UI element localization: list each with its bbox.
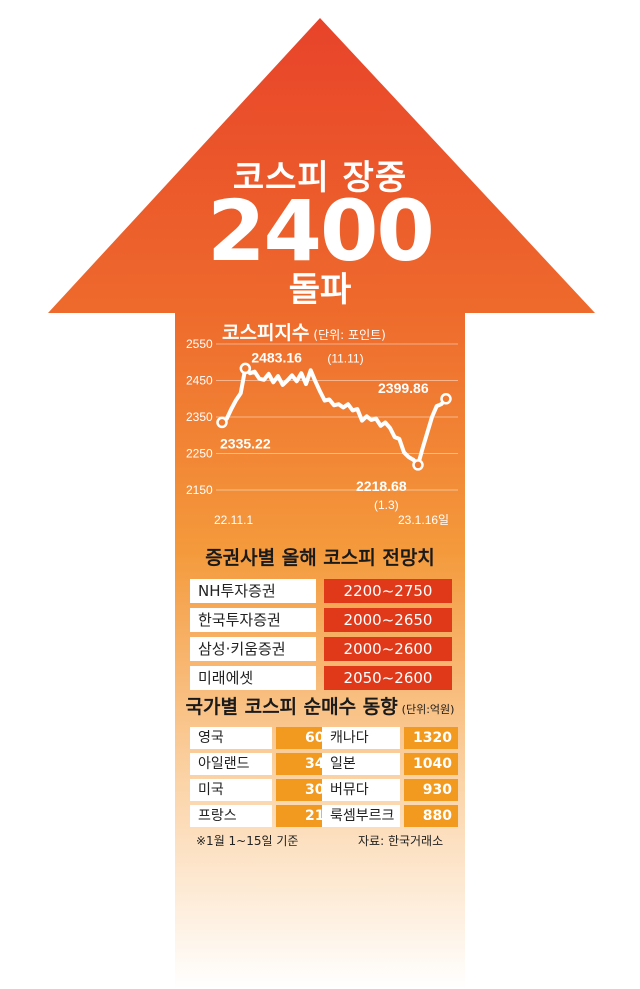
net-buying-row: 룩셈부르크 880 xyxy=(322,805,458,827)
net-buying-country: 일본 xyxy=(322,753,400,775)
kospi-series-line xyxy=(220,366,448,467)
net-buying-value: 880 xyxy=(404,805,458,827)
chart-title-text: 코스피지수 xyxy=(222,322,310,344)
data-label: 2399.86 xyxy=(378,380,429,396)
net-buying-title: 국가별 코스피 순매수 동향 (단위:억원) xyxy=(0,692,640,719)
headline-number: 2400 xyxy=(207,182,435,280)
net-buying-title-text: 국가별 코스피 순매수 동향 xyxy=(185,696,398,718)
y-tick-label: 2350 xyxy=(186,410,213,424)
forecast-row: 삼성·키움증권 2000~2600 xyxy=(190,637,452,661)
net-buying-country: 프랑스 xyxy=(190,805,272,827)
kospi-line-chart: 2550 2450 2350 2250 2150 2335.22 2483.16 (11.11… xyxy=(186,337,452,527)
y-tick-label: 2450 xyxy=(186,374,213,388)
data-point-marker xyxy=(216,416,228,429)
x-start-label: 22.11.1 xyxy=(214,513,253,527)
data-point-marker xyxy=(440,393,452,405)
forecast-row: NH투자증권 2200~2750 xyxy=(190,579,452,603)
chart-unit: (단위: 포인트) xyxy=(313,328,386,342)
net-buying-value: 1040 xyxy=(404,753,458,775)
data-label: 2483.16 xyxy=(251,349,302,365)
net-buying-value: 930 xyxy=(404,779,458,801)
data-sublabel: (11.11) xyxy=(327,351,363,365)
forecast-row: 미래에셋 2050~2600 xyxy=(190,666,452,690)
chart-title: 코스피지수 (단위: 포인트) xyxy=(222,318,386,345)
forecast-range: 2200~2750 xyxy=(324,579,452,603)
net-buying-country: 캐나다 xyxy=(322,727,400,749)
data-label: 2335.22 xyxy=(220,435,271,451)
data-sublabel: (1.3) xyxy=(374,498,399,512)
net-buying-row: 일본 1040 xyxy=(322,753,458,775)
net-buying-unit: (단위:억원) xyxy=(401,703,455,716)
forecast-range: 2000~2650 xyxy=(324,608,452,632)
forecast-firm: 삼성·키움증권 xyxy=(190,637,316,661)
data-point-marker xyxy=(412,459,424,471)
headline-bottom: 돌파 xyxy=(288,270,352,310)
net-buying-country: 버뮤다 xyxy=(322,779,400,801)
net-buying-country: 미국 xyxy=(190,779,272,801)
data-point-marker xyxy=(239,362,252,375)
forecast-title: 증권사별 올해 코스피 전망치 xyxy=(205,547,435,569)
x-end-label: 23.1.16일 xyxy=(398,513,449,527)
footnote: ※1월 1~15일 기준 xyxy=(196,834,299,848)
data-label: 2218.68 xyxy=(356,478,407,494)
forecast-firm: 한국투자증권 xyxy=(190,608,316,632)
y-tick-label: 2150 xyxy=(186,483,213,497)
net-buying-row: 캐나다 1320 xyxy=(322,727,458,749)
forecast-row: 한국투자증권 2000~2650 xyxy=(190,608,452,632)
headline-top: 코스피 장중 xyxy=(232,158,408,198)
source-note: 자료: 한국거래소 xyxy=(358,834,444,848)
y-tick-label: 2250 xyxy=(186,447,213,461)
y-tick-label: 2550 xyxy=(186,337,213,351)
net-buying-value: 1320 xyxy=(404,727,458,749)
net-buying-country: 아일랜드 xyxy=(190,753,272,775)
forecast-range: 2000~2600 xyxy=(324,637,452,661)
net-buying-row: 버뮤다 930 xyxy=(322,779,458,801)
forecast-firm: NH투자증권 xyxy=(190,579,316,603)
forecast-range: 2050~2600 xyxy=(324,666,452,690)
net-buying-country: 룩셈부르크 xyxy=(322,805,400,827)
forecast-firm: 미래에셋 xyxy=(190,666,316,690)
net-buying-country: 영국 xyxy=(190,727,272,749)
